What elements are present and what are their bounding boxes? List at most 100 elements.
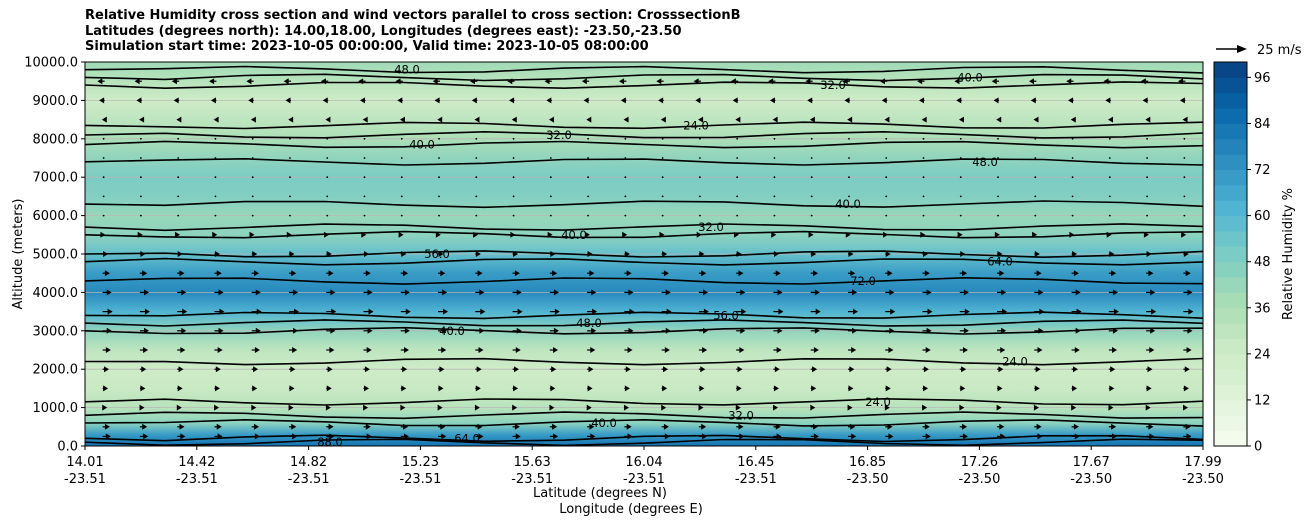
wind-head xyxy=(666,308,672,315)
wind-vector-2-13 xyxy=(586,404,592,411)
y-tick-label-0: 0.0 xyxy=(57,440,78,455)
wind-vector-17-16 xyxy=(698,116,704,123)
wind-vector-6-11 xyxy=(512,327,522,334)
x-tick-lon-5: -23.51 xyxy=(623,472,665,487)
wind-vector-13-1 xyxy=(140,195,142,198)
wind-vector-7-17 xyxy=(736,308,747,315)
wind-vector-6-0 xyxy=(102,327,112,334)
wind-vector-8-14 xyxy=(624,289,634,296)
wind-head xyxy=(889,327,895,334)
wind-head xyxy=(292,347,298,353)
wind-vector-19-28 xyxy=(1140,78,1149,85)
wind-vector-15-17 xyxy=(736,157,739,159)
wind-vector-7-25 xyxy=(1034,308,1045,315)
wind-vector-3-2 xyxy=(177,385,183,392)
wind-vector-9-2 xyxy=(177,270,185,277)
wind-vector-17-19 xyxy=(809,116,815,123)
wind-vector-1-6 xyxy=(326,423,334,430)
wind-head xyxy=(663,270,669,277)
wind-head xyxy=(1074,347,1080,353)
wind-vector-18-5 xyxy=(285,97,291,104)
wind-head xyxy=(732,97,738,104)
wind-vector-11-13 xyxy=(584,231,590,238)
wind-vector-16-5 xyxy=(289,137,291,140)
wind-vector-2-27 xyxy=(1108,404,1114,411)
colorbar-tick-label-1: 12 xyxy=(1254,393,1271,408)
wind-head xyxy=(218,327,224,334)
wind-head xyxy=(958,116,964,123)
wind-vector-15-3 xyxy=(214,157,217,159)
wind-vector-19-19 xyxy=(805,78,813,85)
wind-vector-2-14 xyxy=(623,404,629,411)
wind-head xyxy=(1182,404,1188,411)
wind-vector-15-2 xyxy=(177,157,180,159)
wind-vector-2-4 xyxy=(251,404,257,411)
wind-head xyxy=(442,289,448,296)
wind-vector-17-5 xyxy=(288,116,294,123)
wind-vector-10-18 xyxy=(773,251,779,257)
wind-head xyxy=(662,251,668,257)
wind-vector-4-13 xyxy=(587,366,594,373)
wind-vector-17-9 xyxy=(437,116,443,123)
wind-vector-16-6 xyxy=(326,137,329,140)
wind-vector-0-22 xyxy=(922,433,931,440)
plot-area: 88.0 64.0 40.0 32.0 24.0 24.0 40.0 48.0 56.0 72.0… xyxy=(85,62,1203,446)
wind-vector-0-19 xyxy=(810,433,819,440)
wind-head xyxy=(291,423,297,430)
wind-head xyxy=(776,433,782,440)
wind-head xyxy=(924,423,930,430)
wind-head xyxy=(516,327,522,334)
colorbar-tick-label-7: 84 xyxy=(1254,117,1271,132)
wind-vector-18-0 xyxy=(99,97,105,104)
wind-head xyxy=(628,289,634,296)
wind-vector-1-19 xyxy=(810,423,818,430)
wind-head xyxy=(1183,251,1189,257)
wind-vector-12-20 xyxy=(848,214,850,217)
wind-head xyxy=(554,308,560,315)
wind-vector-1-25 xyxy=(1034,423,1042,430)
wind-head xyxy=(740,327,746,334)
wind-vector-15-4 xyxy=(251,157,254,159)
wind-vector-17-25 xyxy=(1033,116,1039,123)
wind-vector-15-23 xyxy=(959,157,962,159)
wind-head xyxy=(171,78,177,85)
wind-vector-16-23 xyxy=(959,137,962,140)
wind-vector-13-13 xyxy=(587,195,589,198)
wind-vector-10-9 xyxy=(438,251,444,257)
wind-head xyxy=(699,385,705,392)
wind-vector-8-9 xyxy=(438,289,448,296)
wind-vector-18-14 xyxy=(620,97,627,104)
wind-head xyxy=(324,231,330,238)
wind-vector-11-24 xyxy=(994,231,1000,238)
wind-vector-0-28 xyxy=(1146,433,1155,440)
wind-vector-16-2 xyxy=(177,137,180,140)
wind-head xyxy=(733,231,739,238)
wind-vector-4-28 xyxy=(1146,366,1153,373)
wind-vector-4-5 xyxy=(288,366,296,373)
contour-line-14 xyxy=(85,200,1203,209)
wind-vector-17-15 xyxy=(660,116,666,123)
contour-label-13: 32.0 xyxy=(698,220,724,234)
wind-vector-13-24 xyxy=(997,195,999,198)
wind-vector-15-22 xyxy=(922,157,925,159)
wind-vector-2-9 xyxy=(437,404,443,411)
wind-head xyxy=(104,366,110,373)
wind-vector-0-23 xyxy=(959,433,968,440)
contour-label-15: 48.0 xyxy=(972,155,998,169)
wind-vector-2-18 xyxy=(773,404,779,411)
wind-head xyxy=(470,78,475,85)
wind-head xyxy=(437,116,443,123)
wind-vector-1-22 xyxy=(922,423,930,430)
wind-vector-16-3 xyxy=(214,137,217,140)
wind-vector-4-10 xyxy=(475,366,482,373)
wind-vector-15-5 xyxy=(289,157,291,159)
wind-head xyxy=(405,308,411,315)
wind-head xyxy=(286,231,292,238)
wind-head xyxy=(627,433,633,440)
wind-head xyxy=(471,97,477,104)
wind-head xyxy=(1111,270,1117,277)
wind-head xyxy=(328,423,334,430)
wind-vector-0-25 xyxy=(1034,433,1043,440)
wind-head xyxy=(1066,78,1072,85)
wind-head xyxy=(850,270,856,277)
